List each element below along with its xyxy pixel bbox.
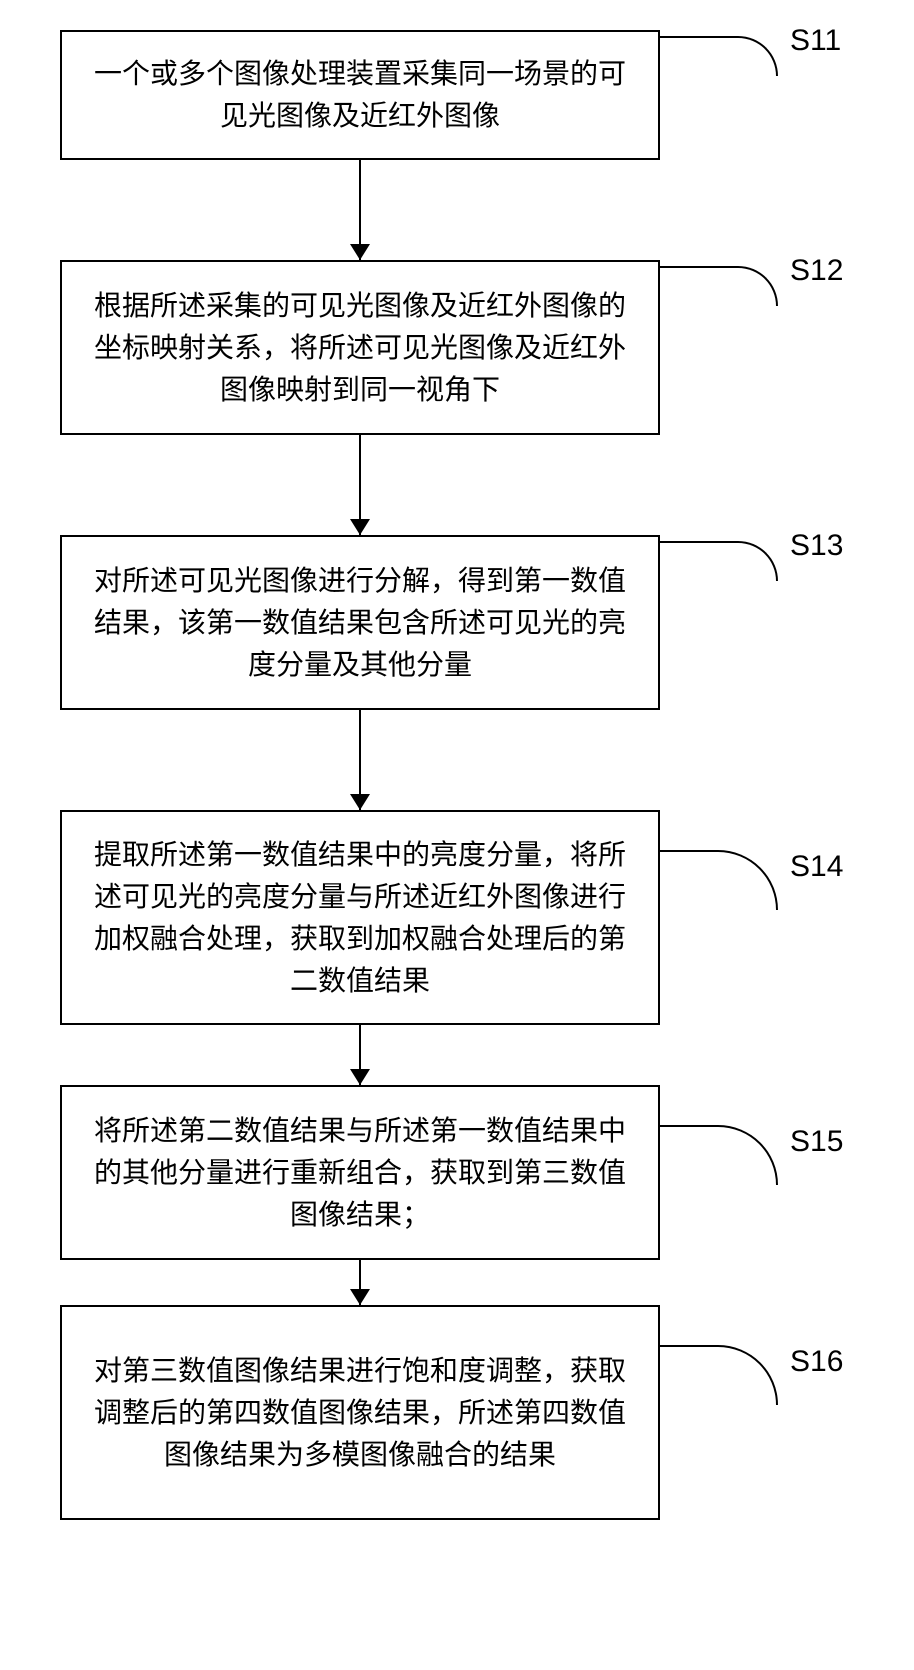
step-label: S15 — [790, 1125, 843, 1159]
step-s15: 将所述第二数值结果与所述第一数值结果中的其他分量进行重新组合，获取到第三数值图像… — [60, 1085, 860, 1260]
connector-line — [658, 850, 778, 910]
step-box: 将所述第二数值结果与所述第一数值结果中的其他分量进行重新组合，获取到第三数值图像… — [60, 1085, 660, 1260]
step-text: 根据所述采集的可见光图像及近红外图像的坐标映射关系，将所述可见光图像及近红外图像… — [82, 285, 638, 411]
step-s14: 提取所述第一数值结果中的亮度分量，将所述可见光的亮度分量与所述近红外图像进行加权… — [60, 810, 860, 1025]
step-s13: 对所述可见光图像进行分解，得到第一数值结果，该第一数值结果包含所述可见光的亮度分… — [60, 535, 860, 710]
step-box: 提取所述第一数值结果中的亮度分量，将所述可见光的亮度分量与所述近红外图像进行加权… — [60, 810, 660, 1025]
step-label: S11 — [790, 24, 841, 58]
connector-line — [658, 1345, 778, 1405]
step-box: 对所述可见光图像进行分解，得到第一数值结果，该第一数值结果包含所述可见光的亮度分… — [60, 535, 660, 710]
connector-line — [658, 266, 778, 306]
step-text: 将所述第二数值结果与所述第一数值结果中的其他分量进行重新组合，获取到第三数值图像… — [82, 1110, 638, 1236]
arrow — [60, 435, 660, 535]
step-text: 提取所述第一数值结果中的亮度分量，将所述可见光的亮度分量与所述近红外图像进行加权… — [82, 834, 638, 1002]
step-s12: 根据所述采集的可见光图像及近红外图像的坐标映射关系，将所述可见光图像及近红外图像… — [60, 260, 860, 435]
step-text: 对第三数值图像结果进行饱和度调整，获取调整后的第四数值图像结果，所述第四数值图像… — [82, 1350, 638, 1476]
flowchart-container: 一个或多个图像处理装置采集同一场景的可见光图像及近红外图像 S11 根据所述采集… — [60, 30, 860, 1520]
step-label: S12 — [790, 254, 843, 288]
step-box: 一个或多个图像处理装置采集同一场景的可见光图像及近红外图像 — [60, 30, 660, 160]
step-box: 对第三数值图像结果进行饱和度调整，获取调整后的第四数值图像结果，所述第四数值图像… — [60, 1305, 660, 1520]
arrow-head-icon — [350, 519, 370, 535]
arrow-head-icon — [350, 1289, 370, 1305]
step-label: S16 — [790, 1345, 843, 1379]
arrow — [60, 160, 660, 260]
connector-line — [658, 541, 778, 581]
arrow — [60, 1025, 660, 1085]
arrow — [60, 1260, 660, 1305]
step-text: 一个或多个图像处理装置采集同一场景的可见光图像及近红外图像 — [82, 53, 638, 137]
step-s16: 对第三数值图像结果进行饱和度调整，获取调整后的第四数值图像结果，所述第四数值图像… — [60, 1305, 860, 1520]
arrow-head-icon — [350, 1069, 370, 1085]
step-box: 根据所述采集的可见光图像及近红外图像的坐标映射关系，将所述可见光图像及近红外图像… — [60, 260, 660, 435]
arrow — [60, 710, 660, 810]
arrow-head-icon — [350, 794, 370, 810]
step-label: S14 — [790, 850, 843, 884]
arrow-head-icon — [350, 244, 370, 260]
connector-line — [658, 1125, 778, 1185]
step-s11: 一个或多个图像处理装置采集同一场景的可见光图像及近红外图像 S11 — [60, 30, 860, 160]
connector-line — [658, 36, 778, 76]
step-text: 对所述可见光图像进行分解，得到第一数值结果，该第一数值结果包含所述可见光的亮度分… — [82, 560, 638, 686]
step-label: S13 — [790, 529, 843, 563]
